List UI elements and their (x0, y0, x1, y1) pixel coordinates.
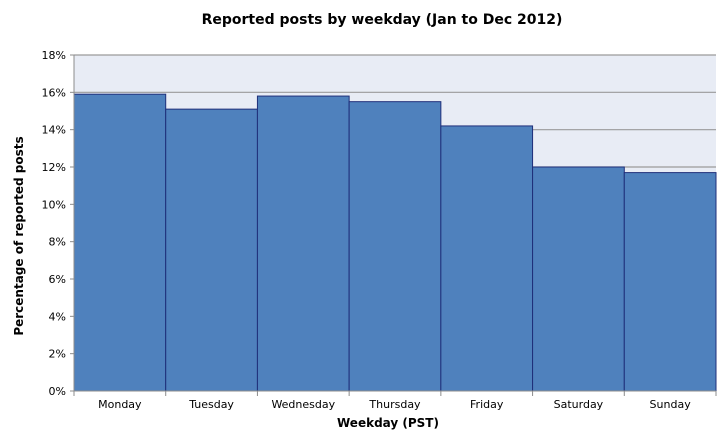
x-tick-label: Tuesday (188, 398, 234, 411)
y-tick-label: 8% (49, 236, 66, 249)
x-tick-label: Thursday (368, 398, 421, 411)
y-tick-label: 16% (42, 86, 66, 99)
bar-wednesday (256, 95, 350, 392)
y-tick-labels: 0% 2% 4% 6% 8% 10% 12% 14% 16% 18% (42, 49, 66, 398)
y-tick-label: 12% (42, 161, 66, 174)
y-tick-label: 0% (49, 385, 66, 398)
bar-sunday (623, 172, 717, 392)
bars (73, 93, 717, 392)
bar-monday (73, 93, 167, 392)
axes (70, 54, 717, 396)
bar-saturday (532, 166, 625, 392)
x-tick-label: Monday (98, 398, 142, 411)
y-tick-label: 4% (49, 310, 66, 323)
chart-title: Reported posts by weekday (Jan to Dec 20… (202, 12, 563, 28)
x-tick-label: Sunday (650, 398, 692, 411)
y-tick-label: 6% (49, 273, 66, 286)
y-axis-title: Percentage of reported posts (12, 136, 26, 335)
x-tick-label: Friday (470, 398, 504, 411)
y-tick-label: 10% (42, 198, 66, 211)
x-tick-label: Wednesday (271, 398, 335, 411)
bar-tuesday (165, 108, 258, 392)
y-tick-label: 2% (49, 348, 66, 361)
y-tick-label: 18% (42, 49, 66, 62)
y-tick-label: 14% (42, 124, 66, 137)
x-axis-title: Weekday (PST) (337, 416, 439, 430)
bar-friday (440, 125, 534, 392)
bar-thursday (348, 101, 442, 392)
x-tick-labels: Monday Tuesday Wednesday Thursday Friday Satu… (98, 398, 691, 411)
x-tick-label: Saturday (554, 398, 604, 411)
